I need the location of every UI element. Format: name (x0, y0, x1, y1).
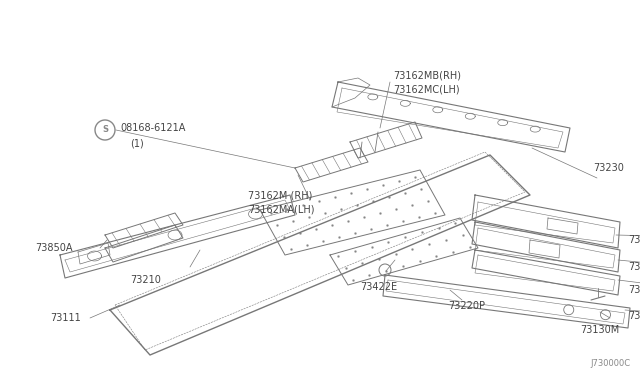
Text: (1): (1) (130, 138, 144, 148)
Text: 73162MC(LH): 73162MC(LH) (393, 85, 460, 95)
Text: 73221P: 73221P (628, 285, 640, 295)
Text: 73111: 73111 (50, 313, 81, 323)
Text: 73162MB(RH): 73162MB(RH) (393, 70, 461, 80)
Text: S: S (102, 125, 108, 135)
Text: 73130M: 73130M (580, 325, 620, 335)
Text: J730000C: J730000C (590, 359, 630, 368)
Text: 73222P: 73222P (628, 235, 640, 245)
Text: 73160: 73160 (628, 262, 640, 272)
Text: 73230: 73230 (593, 163, 624, 173)
Text: 73220P: 73220P (448, 301, 485, 311)
Text: 73111A: 73111A (628, 311, 640, 321)
Text: 73210: 73210 (130, 275, 161, 285)
Text: 73162M (RH): 73162M (RH) (248, 190, 312, 200)
Text: 73162MA(LH): 73162MA(LH) (248, 205, 314, 215)
Text: 73850A: 73850A (35, 243, 72, 253)
Text: 08168-6121A: 08168-6121A (120, 123, 186, 133)
Text: 73422E: 73422E (360, 282, 397, 292)
